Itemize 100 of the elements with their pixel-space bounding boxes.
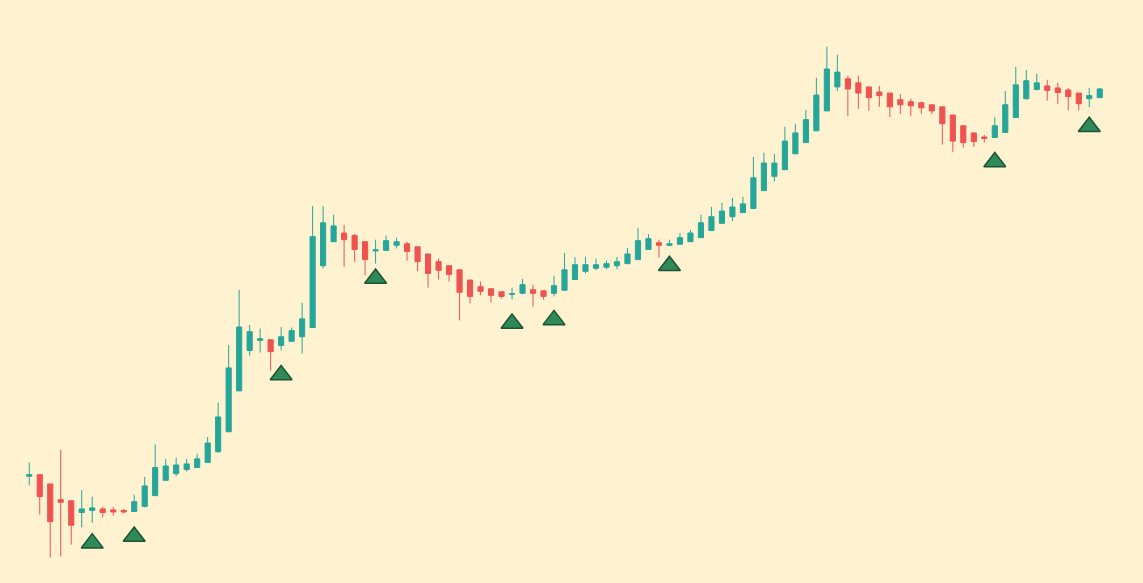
candlestick: [634, 227, 642, 261]
candlestick: [445, 265, 453, 283]
candlestick: [1075, 92, 1082, 111]
candlestick: [519, 278, 526, 295]
candlestick: [466, 279, 474, 305]
candlestick: [792, 123, 799, 155]
candlestick: [204, 436, 211, 463]
candlestick: [960, 125, 967, 149]
candlestick: [152, 444, 159, 497]
candlestick: [613, 256, 621, 270]
candlestick: [183, 458, 190, 473]
candlestick: [781, 126, 788, 171]
candlestick: [729, 197, 736, 222]
candlestick: [393, 237, 400, 249]
candlestick: [162, 458, 169, 481]
candlestick: [68, 500, 75, 546]
candlestick: [1002, 90, 1009, 133]
candlestick: [131, 494, 138, 512]
candlestick: [939, 106, 946, 146]
candlestick: [309, 205, 316, 329]
candlestick: [487, 288, 495, 304]
candlestick: [141, 476, 148, 508]
candlestick: [571, 256, 579, 281]
candlestick: [813, 77, 820, 132]
point: [542, 309, 566, 326]
candlestick: [760, 152, 767, 192]
candlestick: [1012, 66, 1019, 119]
candlestick: [320, 205, 327, 269]
candlestick: [991, 116, 998, 138]
candlestick: [771, 153, 778, 182]
candlestick: [498, 291, 505, 299]
candlestick: [928, 104, 935, 115]
candlestick: [624, 247, 631, 265]
point: [983, 151, 1007, 168]
candlestick: [236, 289, 243, 392]
candlestick: [708, 206, 715, 231]
candlestick: [802, 109, 809, 144]
candlestick: [89, 496, 96, 524]
candlestick: [676, 232, 684, 245]
candlestick: [844, 75, 851, 117]
candlestick: [897, 93, 904, 115]
candlestick: [907, 98, 914, 117]
candlestick: [655, 239, 663, 259]
candlestick: [383, 235, 390, 251]
candlestick: [855, 75, 862, 110]
candlestick: [26, 461, 33, 486]
point: [1077, 116, 1101, 133]
candlestick: [341, 224, 348, 268]
candlestick: [278, 326, 285, 352]
candlestick: [1044, 79, 1051, 102]
candlestick: [561, 252, 568, 291]
candlestick: [57, 449, 64, 557]
candlestick: [949, 114, 956, 153]
candlestick: [194, 453, 201, 469]
candlestick: [120, 508, 127, 515]
candlestick: [508, 287, 516, 300]
candlestick: [1096, 87, 1103, 99]
candlestick: [718, 202, 725, 224]
candlestick: [267, 339, 274, 371]
candlestick: [330, 214, 337, 243]
candlestick: [981, 134, 988, 144]
candlestick: [435, 258, 442, 281]
candlestick: [687, 229, 694, 243]
candlestick: [550, 275, 558, 297]
candlestick: [865, 86, 872, 112]
candlestick: [110, 506, 117, 517]
candlestick: [78, 489, 85, 528]
candlestick: [351, 233, 358, 263]
candlestick: [834, 54, 841, 92]
candlestick: [823, 46, 830, 112]
candlestick: [225, 344, 232, 433]
candlestick: [918, 101, 925, 115]
candlestick: [424, 253, 432, 289]
candlestick: [697, 214, 705, 239]
candlestick: [456, 269, 463, 321]
candlestick: [1023, 69, 1030, 101]
point: [80, 532, 104, 549]
candlestick: [739, 196, 746, 214]
candlestick: [215, 402, 222, 454]
candlestick: [246, 324, 253, 357]
candlestick: [1065, 87, 1072, 111]
candlestick: [750, 156, 757, 210]
point: [269, 364, 293, 381]
candlestick: [582, 256, 589, 274]
candlestick: [288, 327, 295, 342]
candlestick: [47, 483, 54, 558]
candlestick: [645, 233, 652, 250]
candlestick: [299, 302, 306, 355]
candlestick: [540, 290, 547, 300]
candlestick: [886, 92, 893, 118]
candlestick: [1033, 73, 1040, 91]
candlestick: [404, 241, 411, 262]
candlestick: [1086, 87, 1093, 108]
candlestick: [36, 474, 43, 516]
candlestick: [666, 239, 673, 247]
candlestick: [529, 284, 537, 308]
candlestick: [876, 85, 883, 108]
candlestick: [173, 457, 180, 477]
candlestick: [99, 506, 106, 519]
candlestick: [592, 258, 600, 271]
